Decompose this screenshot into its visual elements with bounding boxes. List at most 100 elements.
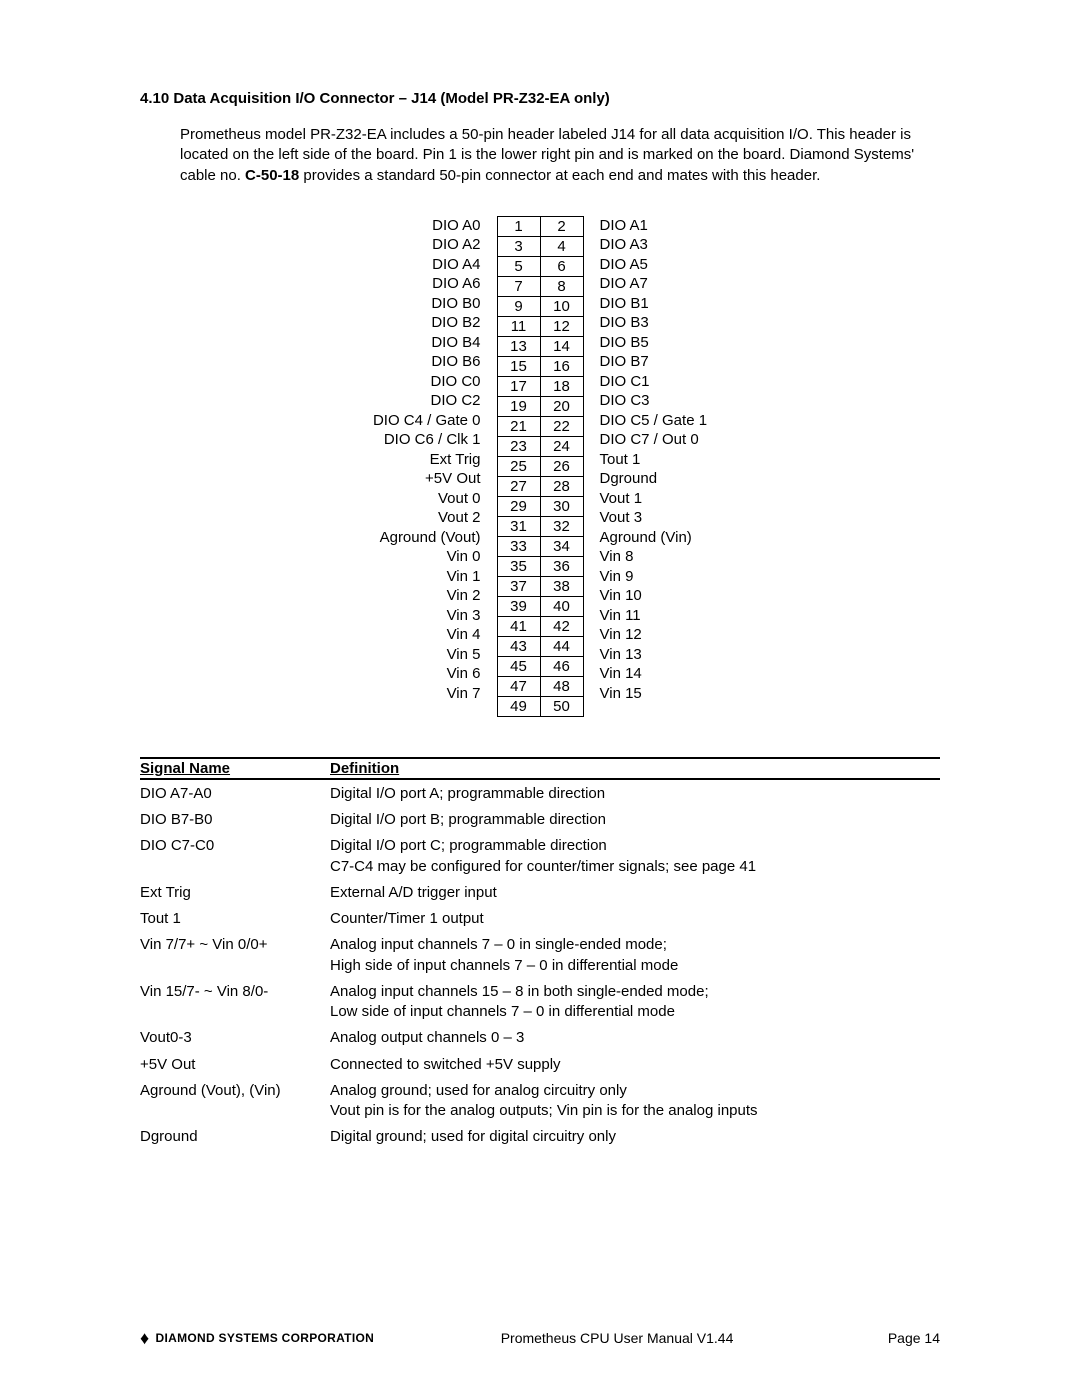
signal-row: Ext TrigExternal A/D trigger input — [140, 879, 940, 905]
pin-right-label: Dground — [600, 469, 708, 489]
pin-cell: 34 — [540, 536, 583, 556]
pin-cell: 14 — [540, 336, 583, 356]
signal-header-def: Definition — [330, 760, 940, 777]
pin-cell: 40 — [540, 596, 583, 616]
pin-right-label: DIO A3 — [600, 235, 708, 255]
pin-cell: 10 — [540, 296, 583, 316]
pin-cell: 25 — [497, 456, 540, 476]
pin-left-label: Aground (Vout) — [373, 528, 481, 548]
pin-right-label: Vin 8 — [600, 547, 708, 567]
pin-left-label: DIO A0 — [373, 216, 481, 236]
signal-name: Vin 7/7+ ~ Vin 0/0+ — [140, 935, 330, 976]
pin-left-label: DIO B4 — [373, 333, 481, 353]
pin-row: 910 — [497, 296, 583, 316]
pin-cell: 43 — [497, 636, 540, 656]
pin-row: 1516 — [497, 356, 583, 376]
pin-right-label: Vout 1 — [600, 489, 708, 509]
pin-row: 4142 — [497, 616, 583, 636]
pin-left-label: DIO A6 — [373, 274, 481, 294]
pin-left-label: Vin 2 — [373, 586, 481, 606]
signal-name: Vin 15/7- ~ Vin 8/0- — [140, 982, 330, 1023]
pin-cell: 11 — [497, 316, 540, 336]
pin-right-label: DIO C7 / Out 0 — [600, 430, 708, 450]
pin-cell: 6 — [540, 256, 583, 276]
intro-paragraph: Prometheus model PR-Z32-EA includes a 50… — [180, 125, 940, 186]
pin-row: 3738 — [497, 576, 583, 596]
pin-left-label: DIO B2 — [373, 313, 481, 333]
pin-cell: 24 — [540, 436, 583, 456]
pin-row: 2930 — [497, 496, 583, 516]
signal-table-header: Signal Name Definition — [140, 757, 940, 780]
pin-right-label: DIO C5 / Gate 1 — [600, 411, 708, 431]
pin-left-label: Vout 2 — [373, 508, 481, 528]
signal-definition: Analog input channels 15 – 8 in both sin… — [330, 982, 940, 1023]
pin-cell: 45 — [497, 656, 540, 676]
pin-right-label: Vin 9 — [600, 567, 708, 587]
pin-right-label: Aground (Vin) — [600, 528, 708, 548]
pin-cell: 27 — [497, 476, 540, 496]
pin-cell: 26 — [540, 456, 583, 476]
pin-cell: 42 — [540, 616, 583, 636]
pin-left-label: Vin 4 — [373, 625, 481, 645]
pin-left-label: +5V Out — [373, 469, 481, 489]
pin-row: 4546 — [497, 656, 583, 676]
pin-right-label: DIO C3 — [600, 391, 708, 411]
pin-row: 2324 — [497, 436, 583, 456]
page: 4.10 Data Acquisition I/O Connector – J1… — [0, 0, 1080, 1397]
pin-cell: 21 — [497, 416, 540, 436]
pin-right-label: DIO B7 — [600, 352, 708, 372]
signal-definition: External A/D trigger input — [330, 883, 940, 903]
pin-left-label: DIO A4 — [373, 255, 481, 275]
pinout-pin-table: 1234567891011121314151617181920212223242… — [497, 216, 584, 717]
signal-row: Vin 7/7+ ~ Vin 0/0+Analog input channels… — [140, 931, 940, 978]
pinout-left-labels: DIO A0DIO A2DIO A4DIO A6DIO B0DIO B2DIO … — [373, 216, 497, 704]
signal-name: Aground (Vout), (Vin) — [140, 1081, 330, 1122]
signal-row: Vout0-3Analog output channels 0 – 3 — [140, 1024, 940, 1050]
intro-bold: C-50-18 — [245, 167, 299, 184]
pin-right-label: Vout 3 — [600, 508, 708, 528]
pin-cell: 3 — [497, 236, 540, 256]
pin-row: 1112 — [497, 316, 583, 336]
pin-right-label: Vin 13 — [600, 645, 708, 665]
pin-cell: 16 — [540, 356, 583, 376]
pin-right-label: Vin 15 — [600, 684, 708, 704]
pin-left-label: Vin 5 — [373, 645, 481, 665]
pin-row: 34 — [497, 236, 583, 256]
pin-left-label: DIO C6 / Clk 1 — [373, 430, 481, 450]
pin-cell: 48 — [540, 676, 583, 696]
pinout-grid: DIO A0DIO A2DIO A4DIO A6DIO B0DIO B2DIO … — [373, 216, 707, 717]
pin-left-label: Vin 0 — [373, 547, 481, 567]
signal-row: DIO A7-A0Digital I/O port A; programmabl… — [140, 780, 940, 806]
footer-page-number: Page 14 — [860, 1330, 940, 1346]
pin-right-label: Vin 14 — [600, 664, 708, 684]
signal-name: Vout0-3 — [140, 1028, 330, 1048]
signal-row: Tout 1Counter/Timer 1 output — [140, 905, 940, 931]
pin-right-label: Tout 1 — [600, 450, 708, 470]
section-title: 4.10 Data Acquisition I/O Connector – J1… — [140, 90, 940, 107]
pin-cell: 9 — [497, 296, 540, 316]
signal-definition: Counter/Timer 1 output — [330, 909, 940, 929]
pin-cell: 29 — [497, 496, 540, 516]
signal-definition: Analog ground; used for analog circuitry… — [330, 1081, 940, 1122]
pin-row: 3940 — [497, 596, 583, 616]
pin-cell: 4 — [540, 236, 583, 256]
signal-name: DIO B7-B0 — [140, 810, 330, 830]
pin-cell: 31 — [497, 516, 540, 536]
pin-right-label: DIO A7 — [600, 274, 708, 294]
pin-cell: 23 — [497, 436, 540, 456]
pin-cell: 5 — [497, 256, 540, 276]
pin-row: 2122 — [497, 416, 583, 436]
pin-cell: 19 — [497, 396, 540, 416]
pin-left-label: Vin 3 — [373, 606, 481, 626]
pin-cell: 47 — [497, 676, 540, 696]
pin-cell: 15 — [497, 356, 540, 376]
pin-right-label: DIO C1 — [600, 372, 708, 392]
pin-right-label: Vin 12 — [600, 625, 708, 645]
pin-cell: 50 — [540, 696, 583, 716]
pin-cell: 30 — [540, 496, 583, 516]
pin-right-label: DIO B5 — [600, 333, 708, 353]
signal-name: DIO C7-C0 — [140, 836, 330, 877]
signal-row: Vin 15/7- ~ Vin 8/0-Analog input channel… — [140, 978, 940, 1025]
pin-right-label: DIO A1 — [600, 216, 708, 236]
footer-company-text: DIAMOND SYSTEMS CORPORATION — [156, 1331, 375, 1345]
